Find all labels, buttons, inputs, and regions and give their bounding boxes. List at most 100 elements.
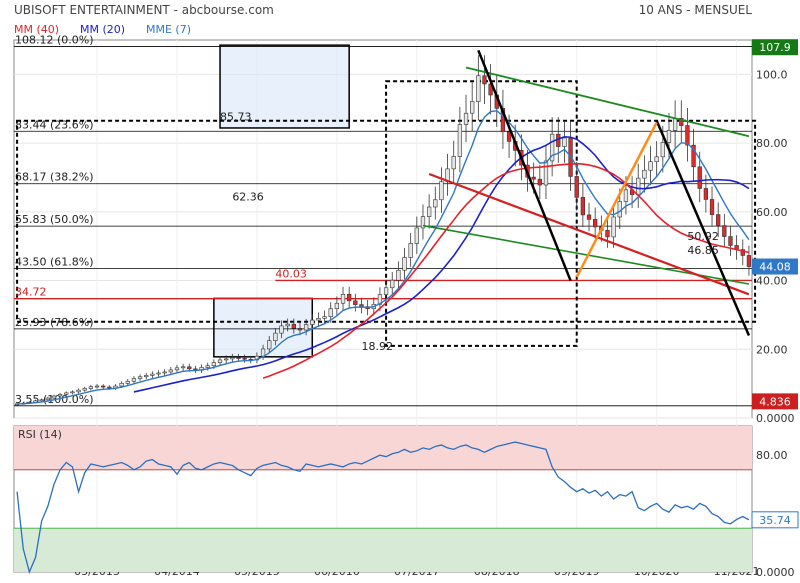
candle-body (457, 124, 463, 157)
price-annotation-label: 18.92 (361, 340, 393, 353)
candle-body (211, 362, 217, 367)
candle-body (433, 199, 438, 208)
candle-body (580, 197, 586, 216)
candle-body (506, 131, 512, 142)
candle-body (586, 214, 592, 220)
rsi-value-badge (751, 511, 799, 529)
legend-entry: MM (20) (80, 23, 125, 36)
price-y-tick-label: 40.00 (756, 275, 788, 288)
candle-body (224, 358, 229, 361)
black-downtrend-line-2 (655, 120, 751, 337)
candle-body (303, 324, 309, 331)
candle-body (549, 133, 555, 162)
price-y-tick-label: 0.0000 (756, 412, 795, 425)
candle-body (439, 181, 444, 201)
orange-uptrend-line (575, 121, 658, 278)
legend-entry: MM (40) (14, 23, 59, 36)
candle-body (482, 75, 487, 85)
candle-body (334, 302, 340, 310)
candle-body (611, 216, 616, 238)
candle-body (144, 375, 149, 378)
candle-body (476, 75, 481, 102)
candle-body (654, 156, 659, 162)
candle-body (260, 348, 266, 357)
candle-body (666, 130, 672, 143)
rsi-overbought-zone (14, 426, 752, 470)
candle-body (537, 178, 542, 186)
price-y-tick-label: 60.00 (756, 206, 788, 219)
candle-body (642, 169, 647, 179)
candle-body (125, 380, 130, 384)
price-annotation-label: 50.92 (687, 230, 719, 243)
rsi-y-tick-label: 0.0000 (756, 566, 795, 579)
rsi-oversold-zone (14, 528, 752, 572)
candle-body (82, 388, 87, 391)
candle-body (562, 137, 567, 147)
candle-body (691, 144, 696, 168)
candle-body (679, 118, 684, 126)
candle-body (322, 316, 327, 319)
candle-body (451, 156, 456, 170)
candle-body (156, 372, 161, 375)
candle-body (242, 357, 247, 360)
candle-body (617, 201, 622, 218)
candle-body (660, 142, 665, 158)
candle-body (408, 243, 413, 258)
price-panel-frame (13, 39, 753, 419)
candle-body (297, 328, 303, 331)
candle-body (137, 376, 143, 379)
candle-body (697, 166, 702, 189)
candle-body (623, 189, 629, 202)
candle-body (285, 323, 290, 327)
candle-body (76, 389, 81, 393)
candle-body (94, 385, 100, 388)
price-badge-label: 44.08 (759, 261, 791, 274)
candle-body (636, 177, 641, 195)
red-downtrend-line (428, 172, 750, 296)
candle-body (685, 125, 690, 146)
dashed-zone-box (385, 80, 578, 347)
candle-body (383, 287, 389, 295)
candle-body (174, 367, 180, 371)
candle-body (703, 188, 709, 200)
price-annotation-label: 85.73 (220, 110, 252, 123)
candle-body (746, 255, 752, 267)
candle-body (531, 176, 536, 180)
candle-body (131, 378, 137, 382)
candle-body (267, 340, 272, 350)
candle-body (279, 325, 284, 334)
candle-body (543, 160, 549, 186)
candle-body (340, 293, 346, 304)
candle-body (236, 357, 241, 359)
candle-body (64, 392, 69, 395)
mm20-line (133, 136, 750, 393)
candle-body (162, 371, 167, 374)
candle-body (70, 391, 75, 394)
candle-body (390, 279, 395, 289)
candle-body (316, 318, 321, 321)
fibonacci-level-label: 43.50 (61.8%) (15, 256, 94, 269)
candle-body (728, 236, 733, 246)
candle-body (328, 308, 333, 317)
period-label: 10 ANS - MENSUEL (639, 3, 753, 17)
candle-body (414, 227, 419, 244)
rsi-value-label: 35.74 (759, 514, 791, 527)
price-annotation-label: 62.36 (232, 191, 264, 204)
green-trendline-upper (465, 66, 750, 138)
fibonacci-level-label: 108.12 (0.0%) (15, 33, 94, 46)
candle-body (353, 300, 358, 305)
legend-entry: MME (7) (146, 23, 191, 36)
candle-body (217, 359, 223, 363)
mm40-line (262, 162, 750, 379)
candle-body (593, 219, 598, 228)
candle-body (57, 393, 63, 397)
price-y-tick-label: 20.00 (756, 343, 788, 356)
candle-body (230, 357, 235, 360)
candle-body (150, 373, 155, 376)
price-badge-label: 107.9 (759, 41, 791, 54)
candle-body (347, 293, 352, 302)
candle-body (716, 214, 721, 226)
price-badge (752, 39, 798, 56)
candle-body (648, 161, 653, 171)
